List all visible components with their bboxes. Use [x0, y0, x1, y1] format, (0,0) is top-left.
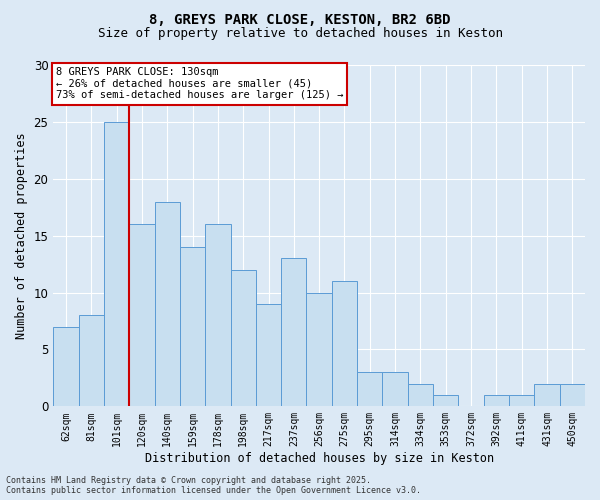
- Bar: [79, 316, 104, 406]
- Text: Size of property relative to detached houses in Keston: Size of property relative to detached ho…: [97, 28, 503, 40]
- Bar: [509, 395, 535, 406]
- Bar: [484, 395, 509, 406]
- Bar: [281, 258, 307, 406]
- X-axis label: Distribution of detached houses by size in Keston: Distribution of detached houses by size …: [145, 452, 494, 465]
- Bar: [332, 281, 357, 406]
- Text: 8 GREYS PARK CLOSE: 130sqm
← 26% of detached houses are smaller (45)
73% of semi: 8 GREYS PARK CLOSE: 130sqm ← 26% of deta…: [56, 68, 343, 100]
- Bar: [129, 224, 155, 406]
- Bar: [382, 372, 408, 406]
- Bar: [155, 202, 180, 406]
- Bar: [357, 372, 382, 406]
- Bar: [256, 304, 281, 406]
- Bar: [560, 384, 585, 406]
- Bar: [180, 247, 205, 406]
- Bar: [104, 122, 129, 406]
- Y-axis label: Number of detached properties: Number of detached properties: [15, 132, 28, 339]
- Bar: [205, 224, 230, 406]
- Text: 8, GREYS PARK CLOSE, KESTON, BR2 6BD: 8, GREYS PARK CLOSE, KESTON, BR2 6BD: [149, 12, 451, 26]
- Bar: [230, 270, 256, 406]
- Text: Contains HM Land Registry data © Crown copyright and database right 2025.
Contai: Contains HM Land Registry data © Crown c…: [6, 476, 421, 495]
- Bar: [535, 384, 560, 406]
- Bar: [408, 384, 433, 406]
- Bar: [307, 292, 332, 406]
- Bar: [53, 326, 79, 406]
- Bar: [433, 395, 458, 406]
